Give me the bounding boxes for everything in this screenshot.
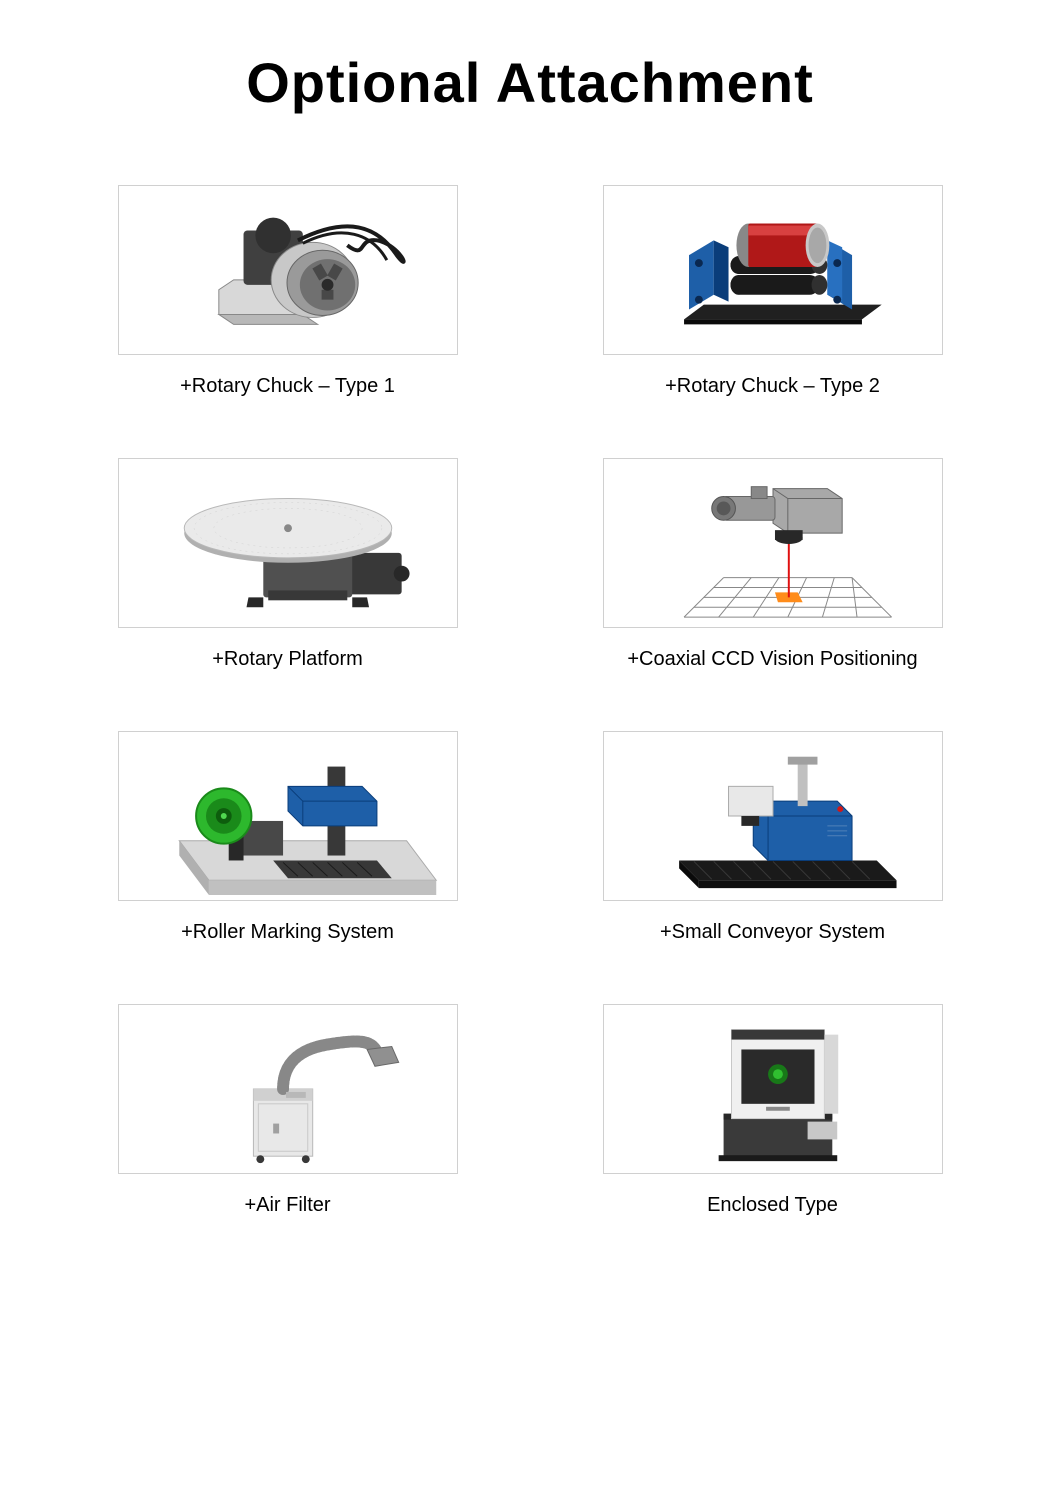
card-rotary-chuck-2: +Rotary Chuck – Type 2 (565, 185, 980, 398)
caption-roller-marking: +Roller Marking System (181, 921, 394, 944)
image-rotary-chuck-2 (603, 185, 943, 355)
air-filter-icon (119, 1005, 457, 1173)
card-roller-marking: +Roller Marking System (80, 731, 495, 944)
card-rotary-chuck-1: +Rotary Chuck – Type 1 (80, 185, 495, 398)
attachment-grid: +Rotary Chuck – Type 1 (80, 185, 980, 1217)
card-rotary-platform: +Rotary Platform (80, 458, 495, 671)
card-air-filter: +Air Filter (80, 1004, 495, 1217)
caption-rotary-platform: +Rotary Platform (212, 648, 363, 671)
caption-enclosed: Enclosed Type (707, 1194, 838, 1217)
image-roller-marking (118, 731, 458, 901)
image-enclosed (603, 1004, 943, 1174)
image-air-filter (118, 1004, 458, 1174)
card-enclosed: Enclosed Type (565, 1004, 980, 1217)
image-ccd-vision (603, 458, 943, 628)
card-conveyor: +Small Conveyor System (565, 731, 980, 944)
rotary-chuck-2-icon (604, 186, 942, 354)
caption-conveyor: +Small Conveyor System (660, 921, 885, 944)
rotary-platform-icon (119, 459, 457, 627)
roller-marking-icon (119, 732, 457, 900)
image-rotary-platform (118, 458, 458, 628)
image-rotary-chuck-1 (118, 185, 458, 355)
conveyor-icon (604, 732, 942, 900)
enclosed-icon (604, 1005, 942, 1173)
rotary-chuck-1-icon (119, 186, 457, 354)
page-title: Optional Attachment (80, 50, 980, 115)
card-ccd-vision: +Coaxial CCD Vision Positioning (565, 458, 980, 671)
caption-rotary-chuck-2: +Rotary Chuck – Type 2 (665, 375, 880, 398)
caption-air-filter: +Air Filter (244, 1194, 330, 1217)
caption-ccd-vision: +Coaxial CCD Vision Positioning (627, 648, 917, 671)
caption-rotary-chuck-1: +Rotary Chuck – Type 1 (180, 375, 395, 398)
ccd-vision-icon (604, 459, 942, 627)
image-conveyor (603, 731, 943, 901)
